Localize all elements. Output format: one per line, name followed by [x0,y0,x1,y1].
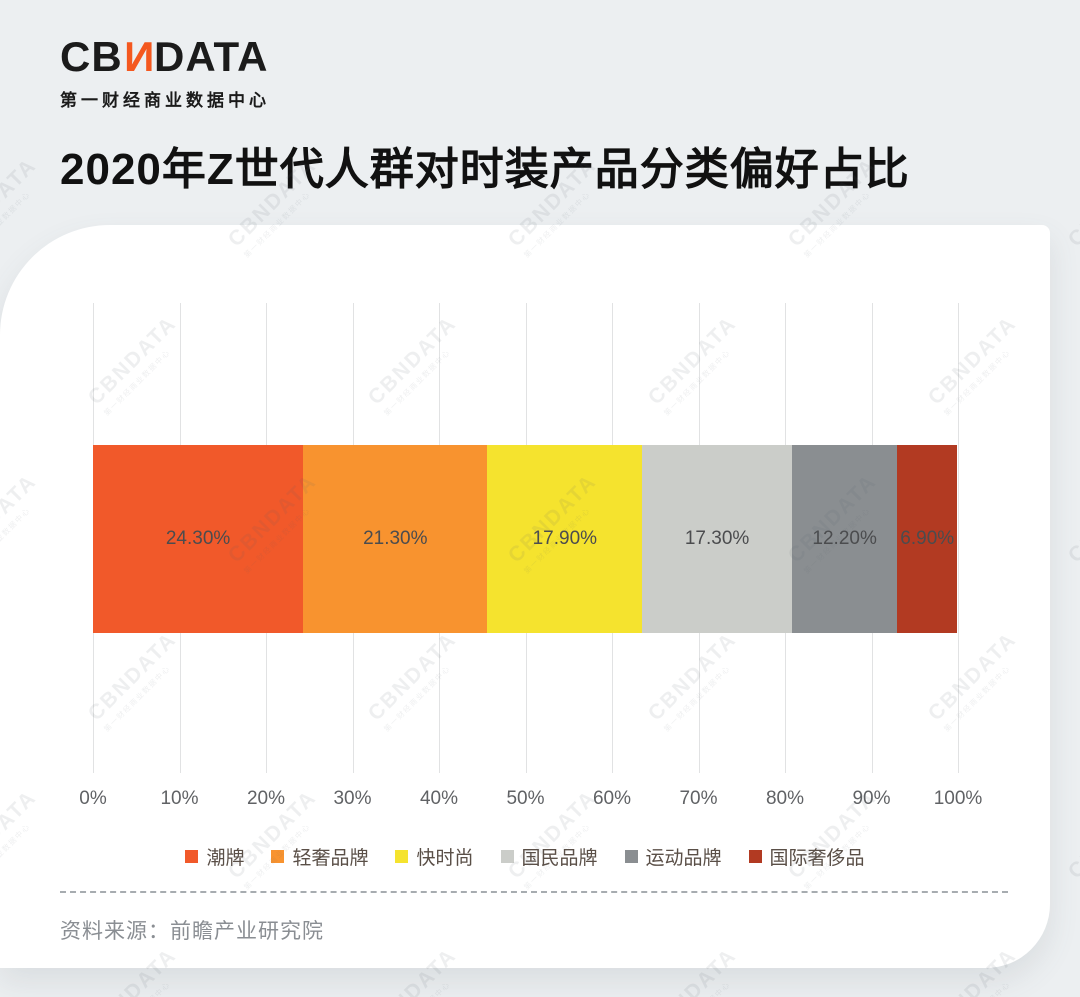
bar-segment-国际奢侈品: 6.90% [897,445,958,633]
bar-segment-国民品牌: 17.30% [642,445,792,633]
x-tick-label: 100% [933,788,983,809]
legend-label: 快时尚 [416,848,474,869]
logo-tagline: 第一财经商业数据中心 [60,91,270,111]
legend-swatch-icon [395,850,409,863]
gridline [958,303,959,773]
chart-card: 24.30% 21.30% 17.90% 17.30% 12.20% 6.90% 0% 10… [0,225,1050,968]
logo-n-mark-icon: N [122,33,155,80]
legend-swatch-icon [624,850,638,863]
segment-value-label: 21.30% [363,528,428,549]
source-note: 资料来源：前瞻产业研究院 [60,920,324,943]
bar-segment-快时尚: 17.90% [487,445,643,633]
legend-label: 轻奢品牌 [292,848,369,869]
segment-value-label: 17.30% [684,528,750,549]
x-axis: 0% 10% 20% 30% 40% 50% 60% 70% 80% 90% 100% [79,788,982,812]
cbndata-logo: CBNDATA [60,33,270,80]
x-tick-label: 30% [333,788,372,809]
x-tick-label: 0% [79,788,107,809]
plot-area: 24.30% 21.30% 17.90% 17.30% 12.20% 6.90% [93,303,959,773]
segment-value-label: 17.90% [532,528,598,549]
x-tick-label: 70% [679,788,718,809]
legend-item-国际奢侈品: 国际奢侈品 [748,843,865,870]
x-tick-label: 10% [160,788,199,809]
legend-item-国民品牌: 国民品牌 [500,843,598,870]
legend-label: 国际奢侈品 [769,848,865,869]
logo-text-data: DATA [154,33,269,80]
x-tick-label: 80% [765,788,805,809]
legend-label: 运动品牌 [645,848,722,869]
bar-segment-潮牌: 24.30% [93,445,304,633]
legend-label: 国民品牌 [521,848,598,869]
legend-label: 潮牌 [206,848,245,869]
legend-swatch-icon [748,850,762,863]
legend: 潮牌 轻奢品牌 快时尚 国民品牌 运动品牌 国际奢侈品 [0,843,1050,870]
page-title: 2020年Z世代人群对时装产品分类偏好占比 [60,145,910,194]
legend-item-运动品牌: 运动品牌 [624,843,722,870]
header: CBNDATA 第一财经商业数据中心 [60,33,270,111]
x-tick-label: 90% [852,788,891,809]
legend-swatch-icon [500,850,514,863]
legend-item-潮牌: 潮牌 [185,843,244,870]
legend-swatch-icon [271,850,285,863]
legend-swatch-icon [185,850,199,863]
legend-item-轻奢品牌: 轻奢品牌 [271,843,368,870]
x-tick-label: 20% [246,788,286,809]
bar-segment-轻奢品牌: 21.30% [303,445,488,633]
x-tick-label: 50% [506,788,545,809]
stacked-bar: 24.30% 21.30% 17.90% 17.30% 12.20% 6.90% [93,445,958,633]
x-tick-label: 40% [419,788,459,809]
segment-value-label: 6.90% [900,528,955,549]
dashed-divider [60,891,1008,893]
segment-value-label: 12.20% [812,528,877,549]
x-tick-label: 60% [592,788,632,809]
bar-segment-运动品牌: 12.20% [791,445,898,633]
segment-value-label: 24.30% [165,528,231,549]
logo-text-cb: CB [60,33,123,80]
legend-item-快时尚: 快时尚 [395,843,474,870]
